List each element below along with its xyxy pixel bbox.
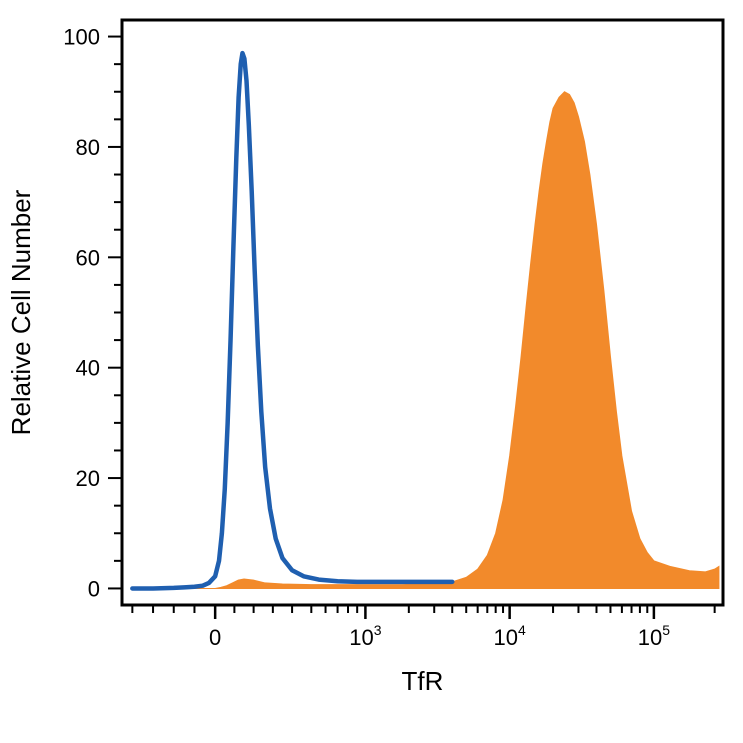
- y-tick-label: 80: [76, 135, 100, 160]
- y-tick-label: 60: [76, 245, 100, 270]
- x-axis-label: TfR: [402, 666, 444, 696]
- y-tick-label: 100: [63, 25, 100, 50]
- flow-cytometry-histogram: 0 20 40 60 80 100 0 103 104 105 TfR Relative Cell…: [0, 0, 743, 743]
- y-tick-label: 0: [88, 576, 100, 601]
- x-tick-label: 104: [494, 622, 526, 650]
- y-tick-label: 40: [76, 356, 100, 381]
- y-axis-label: Relative Cell Number: [6, 189, 36, 435]
- x-tick-label: 0: [209, 625, 221, 650]
- x-tick-label: 103: [349, 622, 381, 650]
- x-tick-label: 105: [638, 622, 670, 650]
- y-tick-label: 20: [76, 466, 100, 491]
- chart-svg: 0 20 40 60 80 100 0 103 104 105 TfR Relative Cell…: [0, 0, 743, 743]
